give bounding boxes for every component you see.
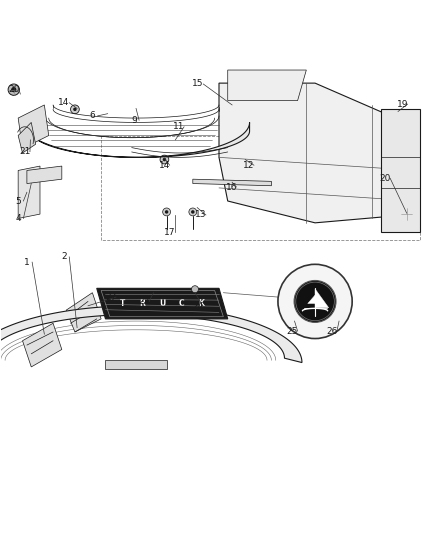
Text: 1: 1 [24, 257, 30, 266]
Circle shape [73, 108, 77, 111]
Polygon shape [18, 166, 40, 219]
Polygon shape [193, 179, 272, 185]
Circle shape [162, 208, 170, 216]
Polygon shape [381, 109, 420, 231]
Text: 9: 9 [131, 116, 137, 125]
Circle shape [404, 212, 410, 217]
Circle shape [160, 155, 169, 164]
Text: 21: 21 [19, 147, 30, 156]
Text: R: R [140, 299, 145, 308]
Polygon shape [22, 123, 250, 157]
Circle shape [162, 158, 166, 161]
Text: 22: 22 [138, 297, 149, 306]
Polygon shape [97, 288, 228, 319]
Circle shape [11, 87, 16, 92]
Text: T: T [120, 299, 126, 308]
Text: 12: 12 [243, 161, 254, 169]
Circle shape [71, 105, 79, 114]
Circle shape [25, 190, 28, 194]
Polygon shape [27, 166, 62, 183]
Circle shape [25, 208, 28, 212]
Text: 25: 25 [286, 327, 298, 336]
Text: 14: 14 [58, 98, 70, 107]
Circle shape [294, 280, 336, 322]
Circle shape [401, 208, 413, 220]
Polygon shape [0, 306, 302, 362]
Text: 2: 2 [61, 253, 67, 261]
Text: 15: 15 [192, 79, 204, 88]
Text: 13: 13 [195, 211, 206, 220]
Circle shape [23, 171, 31, 179]
Text: 20: 20 [379, 174, 391, 183]
Polygon shape [18, 123, 35, 153]
Polygon shape [228, 70, 306, 101]
Text: 4: 4 [15, 214, 21, 223]
Text: U: U [159, 299, 166, 308]
Polygon shape [18, 105, 49, 149]
Text: 5: 5 [15, 197, 21, 206]
Text: 19: 19 [397, 100, 408, 109]
Polygon shape [315, 289, 328, 308]
Text: K: K [198, 299, 205, 308]
Text: 14: 14 [159, 161, 170, 169]
Text: 20: 20 [8, 85, 19, 94]
Circle shape [25, 173, 28, 176]
Text: 16: 16 [226, 182, 237, 191]
Text: 11: 11 [173, 122, 184, 131]
Text: 6: 6 [89, 111, 95, 120]
Circle shape [241, 155, 250, 164]
Circle shape [189, 208, 197, 216]
Text: 17: 17 [164, 228, 176, 237]
Circle shape [165, 210, 168, 214]
Polygon shape [308, 295, 315, 303]
Polygon shape [22, 323, 62, 367]
Circle shape [23, 206, 31, 214]
Circle shape [23, 188, 31, 196]
Text: 27: 27 [105, 293, 117, 302]
Text: 24: 24 [192, 302, 204, 311]
Circle shape [8, 84, 19, 95]
Circle shape [191, 210, 194, 214]
Polygon shape [66, 293, 101, 332]
Circle shape [191, 286, 198, 293]
Circle shape [278, 264, 352, 338]
Text: C: C [179, 299, 185, 308]
Text: 26: 26 [326, 327, 337, 336]
Polygon shape [106, 360, 166, 369]
Polygon shape [219, 83, 416, 223]
